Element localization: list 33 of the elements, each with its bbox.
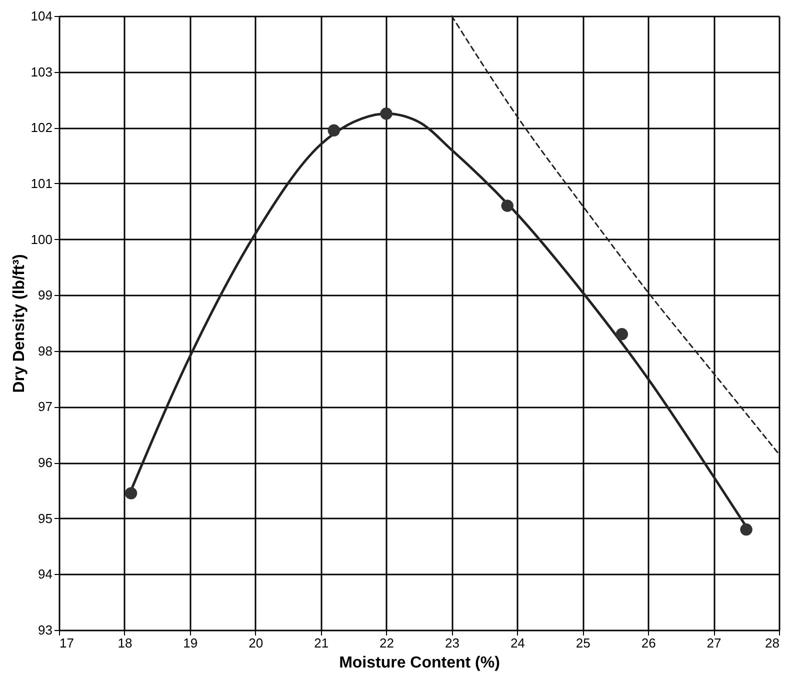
point (616, 328, 628, 340)
point (124, 487, 138, 500)
y-tick-label: 101 (30, 176, 52, 191)
y-tick-label: 98 (38, 343, 52, 358)
x-tick-label: 19 (183, 636, 198, 650)
x-tick-label: 23 (444, 636, 460, 650)
y-tick-label: 99 (38, 288, 52, 303)
point (501, 200, 514, 212)
y-tick-label: 97 (38, 399, 52, 414)
x-tick-label: 21 (314, 636, 329, 650)
x-tick-label: 18 (118, 636, 132, 650)
line-series (450, 15, 780, 455)
x-tick-label: 28 (765, 636, 780, 650)
x-tick-label: 24 (510, 636, 525, 650)
x-tick-label: 22 (380, 636, 394, 650)
x-tick-label: 17 (60, 636, 74, 650)
y-tick-label: 100 (30, 232, 52, 247)
x-tick-label: 27 (706, 636, 722, 650)
y-tick-label: 93 (38, 622, 52, 638)
x-tick-label: 20 (248, 636, 264, 650)
y-tick-label: 103 (30, 64, 52, 80)
y-tick-label: 102 (30, 120, 52, 136)
point (328, 124, 340, 137)
x-tick-label: 26 (641, 636, 656, 650)
x-tick-label: 25 (576, 636, 590, 650)
point (740, 523, 752, 536)
y-tick-label: 95 (38, 510, 52, 526)
y-tick-label: 94 (38, 566, 52, 582)
y-tick-label: 96 (38, 455, 52, 470)
y-axis-title: Dry Density (lb/ft³) (10, 254, 28, 393)
y-tick-label: 104 (30, 8, 52, 24)
x-axis-title: Moisture Content (%) (339, 654, 500, 672)
point (380, 108, 392, 120)
